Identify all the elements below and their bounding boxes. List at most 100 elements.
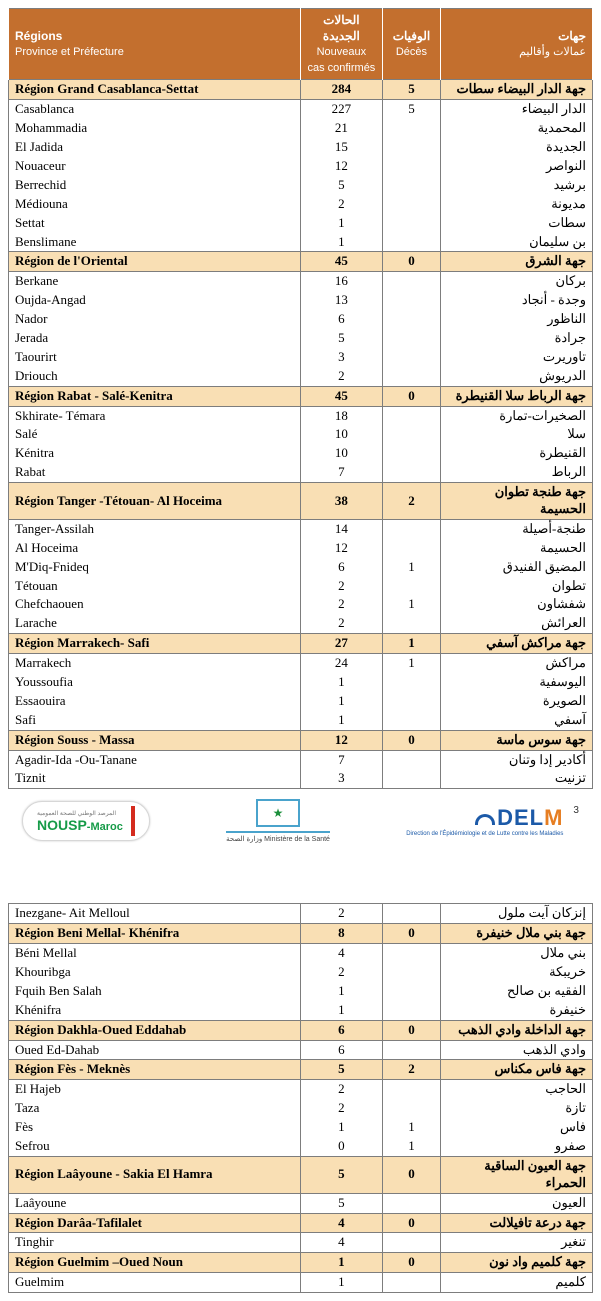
region-row: Région Tanger -Tétouan- Al Hoceima382جهة…: [9, 483, 593, 520]
deaths: 1: [382, 634, 440, 654]
province-row: Berrechid5برشيد: [9, 176, 593, 195]
name-ar: جرادة: [441, 329, 593, 348]
deaths: 1: [382, 558, 440, 577]
province-row: Khouribga2خريبكة: [9, 963, 593, 982]
name-fr: Berkane: [9, 272, 301, 291]
region-row: Région Laâyoune - Sakia El Hamra50جهة ال…: [9, 1156, 593, 1193]
delm-subtitle: Direction de l'Épidémiologie et de Lutte…: [406, 831, 563, 837]
cases: 5: [301, 1193, 383, 1213]
deaths: [382, 692, 440, 711]
name-ar: كلميم: [441, 1273, 593, 1293]
nousp-bar: [131, 806, 135, 836]
name-ar: الحسيمة: [441, 539, 593, 558]
ministry-caption: وزارة الصحة Ministère de la Santé: [226, 831, 330, 843]
delm-logo: DELM Direction de l'Épidémiologie et de …: [406, 805, 563, 837]
name-ar: النواصر: [441, 157, 593, 176]
name-fr: Région Dakhla-Oued Eddahab: [9, 1020, 301, 1040]
name-ar: اليوسفية: [441, 673, 593, 692]
name-ar: الرباط: [441, 463, 593, 482]
name-fr: Tinghir: [9, 1233, 301, 1253]
deaths: [382, 769, 440, 788]
deaths: [382, 444, 440, 463]
name-ar: جهة درعة تافيلالت: [441, 1213, 593, 1233]
region-row: Région Darâa-Tafilalet40جهة درعة تافيلال…: [9, 1213, 593, 1233]
deaths: [382, 982, 440, 1001]
cases: 1: [301, 982, 383, 1001]
cases: 5: [301, 1156, 383, 1193]
name-ar: جهة سوس ماسة: [441, 730, 593, 750]
cases: 45: [301, 386, 383, 406]
cases: 14: [301, 519, 383, 538]
deaths: [382, 233, 440, 252]
cases: 1: [301, 673, 383, 692]
province-row: Larache2العرائش: [9, 614, 593, 633]
cases: 1: [301, 1273, 383, 1293]
name-fr: Safi: [9, 711, 301, 730]
name-fr: Settat: [9, 214, 301, 233]
deaths: [382, 519, 440, 538]
name-ar: مراكش: [441, 654, 593, 673]
name-fr: Inezgane- Ait Melloul: [9, 904, 301, 924]
cases: 0: [301, 1137, 383, 1156]
region-row: Région Beni Mellal- Khénifra80جهة بني مل…: [9, 924, 593, 944]
province-row: Youssoufia1اليوسفية: [9, 673, 593, 692]
deaths: [382, 272, 440, 291]
cases: 21: [301, 119, 383, 138]
province-row: Casablanca2275الدار البيضاء: [9, 100, 593, 119]
name-ar: تنغير: [441, 1233, 593, 1253]
cases: 18: [301, 406, 383, 425]
name-ar: وجدة - أنجاد: [441, 291, 593, 310]
name-fr: Khénifra: [9, 1001, 301, 1020]
name-fr: Fès: [9, 1118, 301, 1137]
cases: 2: [301, 367, 383, 386]
name-ar: تطوان: [441, 577, 593, 596]
name-ar: مديونة: [441, 195, 593, 214]
deaths: 2: [382, 1060, 440, 1080]
province-row: Fès11فاس: [9, 1118, 593, 1137]
cases: 6: [301, 310, 383, 329]
name-ar: شفشاون: [441, 595, 593, 614]
deaths: [382, 1099, 440, 1118]
header-deaths: الوفيات Décès: [382, 9, 440, 80]
name-ar: سطات: [441, 214, 593, 233]
cases: 2: [301, 195, 383, 214]
province-row: Skhirate- Témara18الصخيرات-تمارة: [9, 406, 593, 425]
province-row: Kénitra10القنيطرة: [9, 444, 593, 463]
deaths: [382, 291, 440, 310]
cases: 4: [301, 944, 383, 963]
province-row: Marrakech241مراكش: [9, 654, 593, 673]
deaths: [382, 157, 440, 176]
name-fr: Région Fès - Meknès: [9, 1060, 301, 1080]
deaths: [382, 963, 440, 982]
name-ar: الجديدة: [441, 138, 593, 157]
province-row: Nouaceur12النواصر: [9, 157, 593, 176]
name-fr: Khouribga: [9, 963, 301, 982]
table-body-2: Inezgane- Ait Melloul2إنزكان آيت ملولRég…: [9, 904, 593, 1293]
name-fr: Nador: [9, 310, 301, 329]
name-ar: جهة الشرق: [441, 252, 593, 272]
province-row: Oued Ed-Dahab6وادي الذهب: [9, 1040, 593, 1060]
name-fr: Casablanca: [9, 100, 301, 119]
cases: 2: [301, 614, 383, 633]
name-fr: Driouch: [9, 367, 301, 386]
name-fr: Médiouna: [9, 195, 301, 214]
deaths: 0: [382, 1213, 440, 1233]
cases: 2: [301, 1099, 383, 1118]
cases: 8: [301, 924, 383, 944]
cases: 6: [301, 558, 383, 577]
deaths: [382, 1001, 440, 1020]
province-row: Mohammadia21المحمدية: [9, 119, 593, 138]
cases: 12: [301, 539, 383, 558]
name-ar: بن سليمان: [441, 233, 593, 252]
name-ar: جهة مراكش آسفي: [441, 634, 593, 654]
name-ar: آسفي: [441, 711, 593, 730]
province-row: Médiouna2 مديونة: [9, 195, 593, 214]
name-ar: جهة الرباط سلا القنيطرة: [441, 386, 593, 406]
cases: 12: [301, 157, 383, 176]
name-fr: Jerada: [9, 329, 301, 348]
province-row: Guelmim1كلميم: [9, 1273, 593, 1293]
deaths: [382, 463, 440, 482]
name-fr: Région Souss - Massa: [9, 730, 301, 750]
name-fr: Chefchaouen: [9, 595, 301, 614]
cases: 2: [301, 1080, 383, 1099]
